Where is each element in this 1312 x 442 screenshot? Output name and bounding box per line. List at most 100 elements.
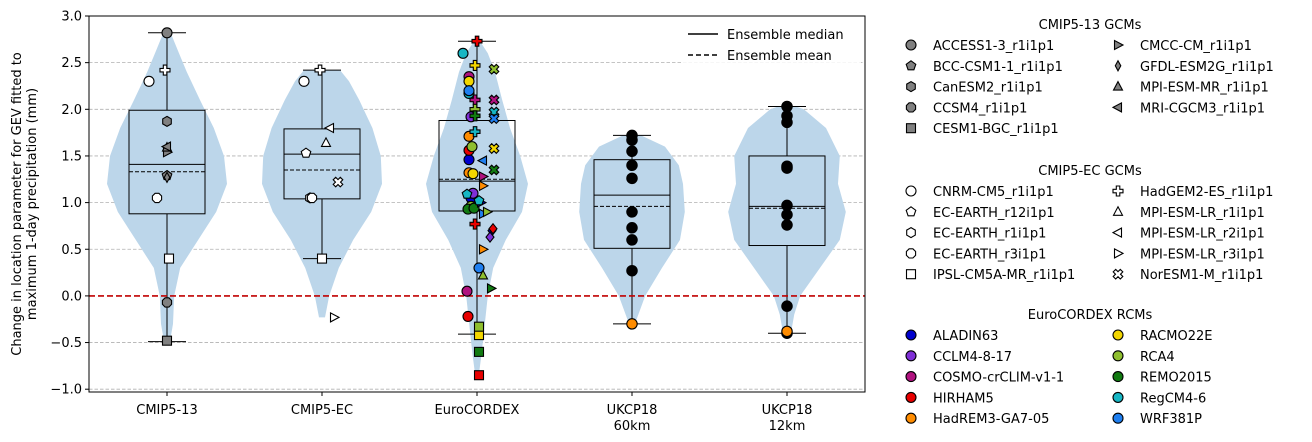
y-tick-label: 0.5: [61, 243, 82, 258]
legend-marker: [1114, 59, 1122, 72]
legend-marker: [905, 371, 917, 383]
data-point: [488, 222, 498, 235]
data-point: [316, 253, 328, 264]
legend-marker: [1111, 227, 1123, 239]
box-iqr: [128, 109, 206, 215]
legend-entry-label: BCC-CSM1-1_r1i1p1: [933, 60, 1063, 75]
data-point: [161, 27, 173, 39]
y-tick-label: 2.0: [61, 103, 82, 118]
data-point: [332, 176, 344, 188]
legend-marker: [1113, 247, 1125, 259]
data-point: [626, 234, 638, 246]
legend-marker: [1112, 412, 1124, 424]
data-point: [469, 110, 481, 122]
legend-marker: [1112, 350, 1124, 362]
data-point: [457, 47, 469, 59]
data-point: [781, 162, 793, 174]
data-point: [161, 335, 173, 346]
data-point: [314, 64, 326, 76]
y-tick-label: 1.5: [61, 149, 82, 164]
legend-marker: [1112, 185, 1124, 197]
data-point: [162, 115, 172, 128]
legend-marker: [1112, 391, 1124, 403]
x-tick-label: 60km: [614, 419, 651, 434]
data-point: [462, 310, 474, 322]
x-tick-label: UKCP18: [607, 403, 658, 418]
data-point: [469, 59, 481, 71]
y-tick-label: 1.0: [61, 196, 82, 211]
data-point: [473, 321, 485, 332]
legend-marker: [905, 123, 917, 134]
legend-entry-label: ALADIN63: [933, 329, 998, 344]
data-point: [469, 126, 481, 138]
data-point: [306, 192, 318, 204]
legend-entry-label: ACCESS1-3_r1i1p1: [933, 39, 1054, 54]
legend-entry-label: RegCM4-6: [1140, 391, 1206, 406]
legend-entry-label: CNRM-CM5_r1i1p1: [933, 185, 1054, 200]
data-point: [478, 171, 490, 182]
data-point: [298, 75, 310, 87]
data-point: [626, 159, 638, 172]
data-point: [781, 219, 793, 231]
legend-line-label: Ensemble mean: [727, 49, 832, 64]
data-point: [488, 94, 500, 106]
legend-marker: [905, 185, 917, 197]
legend-entry-label: MRI-CGCM3_r1i1p1: [1140, 101, 1265, 116]
data-point: [626, 206, 638, 218]
data-point: [476, 155, 488, 167]
legend-marker: [905, 248, 917, 259]
legend-marker: [906, 80, 916, 93]
legend-marker: [906, 226, 916, 239]
data-point: [473, 370, 485, 381]
y-axis-label: Change in location parameter for GEV fit…: [10, 52, 25, 356]
data-point: [626, 172, 638, 185]
data-point: [478, 243, 490, 255]
legend-marker: [905, 391, 917, 403]
data-point: [477, 269, 489, 280]
data-point: [482, 206, 494, 218]
legend-title: CMIP5-13 GCMs: [1039, 18, 1142, 33]
x-tick-label: CMIP5-EC: [291, 403, 353, 418]
y-tick-label: −0.5: [50, 336, 82, 351]
legend-entry-label: GFDL-ESM2G_r1i1p1: [1140, 60, 1274, 75]
data-point: [488, 164, 500, 176]
y-tick-label: 0.0: [61, 289, 82, 304]
y-tick-label: 3.0: [61, 10, 82, 25]
data-point: [781, 300, 793, 312]
legend-entry-label: RCA4: [1140, 350, 1175, 365]
data-point: [163, 253, 175, 264]
data-point: [485, 231, 495, 243]
legend-entry-label: CESM1-BGC_r1i1p1: [933, 122, 1059, 137]
legend-entry-label: CCSM4_r1i1p1: [933, 101, 1027, 116]
legend-entry-label: WRF381P: [1140, 412, 1202, 427]
x-tick-label: EuroCORDEX: [435, 403, 520, 418]
legend-entry-label: CMCC-CM_r1i1p1: [1140, 39, 1252, 54]
legend-line-label: Ensemble median: [727, 28, 844, 43]
data-point: [461, 285, 473, 297]
data-point: [468, 202, 480, 214]
data-point: [469, 218, 481, 230]
legend-entry-label: REMO2015: [1140, 371, 1212, 386]
x-tick-label: 12km: [769, 419, 806, 434]
legend-marker: [1112, 80, 1124, 91]
data-point: [159, 64, 171, 76]
legend-marker: [905, 102, 917, 113]
y-axis-label: maximum 1-day precipitation (mm): [25, 88, 40, 320]
data-point: [463, 85, 475, 97]
legend-entry-label: EC-EARTH_r12i1p1: [933, 206, 1055, 221]
data-point: [626, 222, 638, 234]
legend-entry-label: EC-EARTH_r3i1p1: [933, 247, 1046, 262]
data-point: [488, 63, 500, 75]
legend-marker: [1112, 205, 1124, 216]
violin-shape: [262, 70, 382, 318]
data-point: [473, 262, 485, 274]
data-point: [486, 282, 498, 294]
y-tick-label: 2.5: [61, 56, 82, 71]
data-point: [473, 330, 485, 341]
data-point: [463, 154, 475, 166]
data-point: [463, 75, 475, 87]
legend-marker: [905, 206, 917, 217]
legend-title: CMIP5-EC GCMs: [1038, 164, 1142, 179]
